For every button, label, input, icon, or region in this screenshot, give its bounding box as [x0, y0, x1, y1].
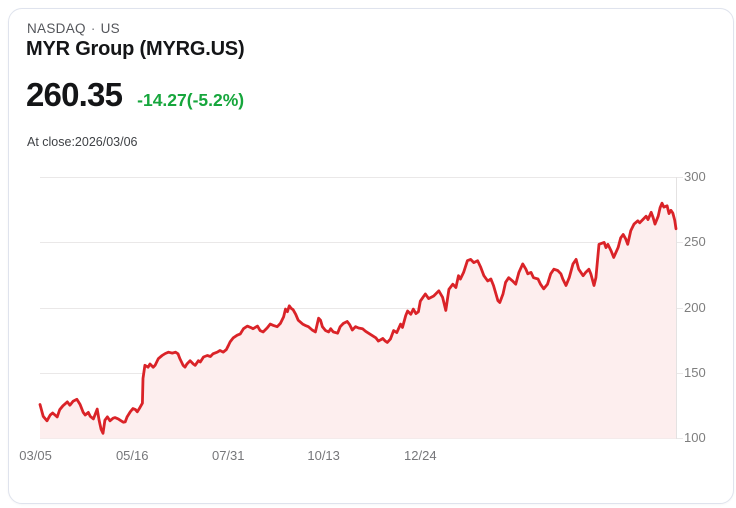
exchange-label: NASDAQ [27, 21, 86, 36]
price-value: 260.35 [26, 76, 123, 113]
gridline-250 [40, 242, 683, 243]
y-tick-label: 300 [684, 169, 706, 184]
price-line [38, 201, 678, 435]
y-tick-label: 100 [684, 430, 706, 445]
stock-title: MYR Group (MYRG.US) [26, 38, 245, 60]
y-tick-label: 150 [684, 365, 706, 380]
price-area [40, 203, 676, 439]
x-tick-label: 03/05 [19, 448, 52, 463]
y-tick-label: 250 [684, 234, 706, 249]
price-change: -14.27(-5.2%) [137, 90, 245, 110]
price-row: 260.35 -14.27(-5.2%) [26, 76, 244, 114]
separator-dot: · [90, 21, 96, 36]
x-tick-label: 12/24 [404, 448, 437, 463]
exchange-line: NASDAQ · US [27, 21, 120, 36]
x-tick-label: 07/31 [211, 448, 245, 463]
region-label: US [100, 21, 120, 36]
x-tick-label: 05/16 [115, 448, 149, 463]
x-tick-label: 10/13 [307, 448, 340, 463]
y-axis-line [676, 177, 677, 439]
gridline-300 [40, 177, 683, 178]
y-tick-label: 200 [684, 300, 706, 315]
as-of-date: At close:2026/03/06 [27, 135, 138, 149]
gridline-200 [40, 308, 683, 309]
